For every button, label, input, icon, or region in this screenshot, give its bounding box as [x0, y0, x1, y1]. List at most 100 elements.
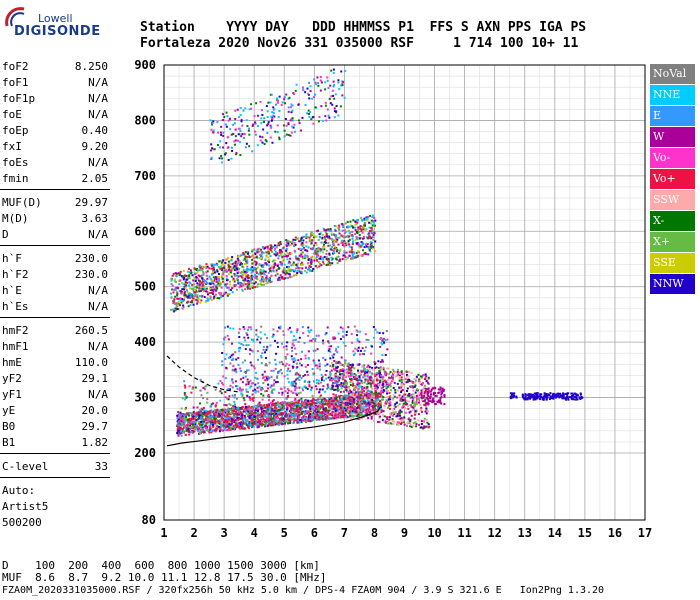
echo-point — [336, 415, 339, 418]
echo-point — [278, 418, 281, 421]
echo-point — [336, 410, 339, 413]
echo-point — [380, 402, 383, 405]
echo-point — [386, 392, 389, 395]
echo-point — [206, 426, 209, 429]
echo-point — [338, 252, 341, 255]
echo-point — [378, 392, 381, 395]
echo-point — [225, 423, 228, 426]
echo-point — [239, 261, 242, 264]
echo-point — [246, 287, 249, 290]
echo-point — [356, 381, 359, 384]
echo-point — [218, 291, 221, 294]
echo-point — [344, 371, 347, 374]
echo-point — [350, 394, 353, 397]
echo-point — [329, 350, 332, 353]
echo-point — [232, 405, 235, 408]
param-row: yF1 N/A — [2, 388, 108, 402]
echo-point — [360, 236, 363, 239]
echo-point — [205, 299, 208, 302]
echo-point — [306, 387, 309, 390]
echo-point — [267, 250, 270, 253]
echo-point — [239, 421, 242, 424]
echo-point — [222, 259, 225, 262]
echo-point — [247, 390, 250, 393]
param-row: h`F2 230.0 — [2, 268, 108, 282]
echo-point — [243, 328, 246, 331]
echo-point — [265, 390, 268, 393]
echo-point — [232, 381, 235, 384]
echo-point — [358, 375, 361, 378]
echo-point — [322, 261, 325, 264]
echo-point — [364, 396, 367, 399]
echo-point — [271, 336, 274, 339]
echo-point — [371, 214, 374, 217]
echo-point — [383, 341, 386, 344]
echo-point — [298, 405, 301, 408]
echo-point — [326, 416, 329, 419]
echo-point — [279, 327, 282, 330]
echo-point — [243, 336, 246, 339]
echo-point — [260, 415, 263, 418]
echo-point — [241, 381, 244, 384]
echo-point — [364, 411, 367, 414]
param-value: N/A — [88, 284, 108, 297]
echo-point — [188, 284, 191, 287]
echo-point — [280, 408, 283, 411]
echo-point — [267, 422, 270, 425]
echo-point — [352, 403, 355, 406]
echo-point — [274, 423, 277, 426]
echo-point — [233, 427, 236, 430]
echo-point — [206, 429, 209, 432]
echo-point — [409, 423, 412, 426]
echo-point — [379, 379, 382, 382]
echo-point — [254, 383, 257, 386]
echo-point — [381, 394, 384, 397]
echo-point — [238, 426, 241, 429]
echo-point — [372, 233, 375, 236]
echo-point — [269, 421, 272, 424]
echo-point — [247, 424, 250, 427]
echo-point — [261, 352, 264, 355]
echo-point — [373, 401, 376, 404]
echo-point — [341, 400, 344, 403]
echo-point — [339, 338, 342, 341]
echo-point — [340, 414, 343, 417]
echo-point — [219, 426, 222, 429]
echo-point — [227, 417, 230, 420]
param-row: B1 1.82 — [2, 436, 108, 450]
echo-point — [186, 297, 189, 300]
echo-point — [400, 376, 403, 379]
echo-point — [348, 396, 351, 399]
echo-point — [300, 421, 303, 424]
echo-point — [182, 298, 185, 301]
echo-point — [297, 392, 300, 395]
echo-point — [261, 398, 264, 401]
echo-point — [235, 385, 238, 388]
echo-point — [352, 384, 355, 387]
echo-point — [387, 389, 390, 392]
echo-point — [178, 433, 181, 436]
echo-point — [183, 294, 186, 297]
echo-point — [345, 416, 348, 419]
echo-point — [221, 360, 224, 363]
echo-point — [318, 401, 321, 404]
echo-point — [352, 251, 355, 254]
echo-point — [417, 401, 420, 404]
echo-point — [187, 305, 190, 308]
echo-point — [261, 411, 264, 414]
param-label: hmE — [2, 356, 22, 369]
echo-point — [412, 422, 415, 425]
echo-point — [364, 407, 367, 410]
echo-point — [196, 419, 199, 422]
echo-point — [279, 409, 282, 412]
echo-point — [244, 372, 247, 375]
echo-point — [350, 396, 353, 399]
echo-point — [292, 344, 295, 347]
echo-point — [253, 260, 256, 263]
echo-point — [270, 375, 273, 378]
echo-point — [241, 274, 244, 277]
echo-point — [240, 343, 243, 346]
echo-point — [388, 418, 391, 421]
echo-point — [222, 424, 225, 427]
echo-point — [211, 286, 214, 289]
